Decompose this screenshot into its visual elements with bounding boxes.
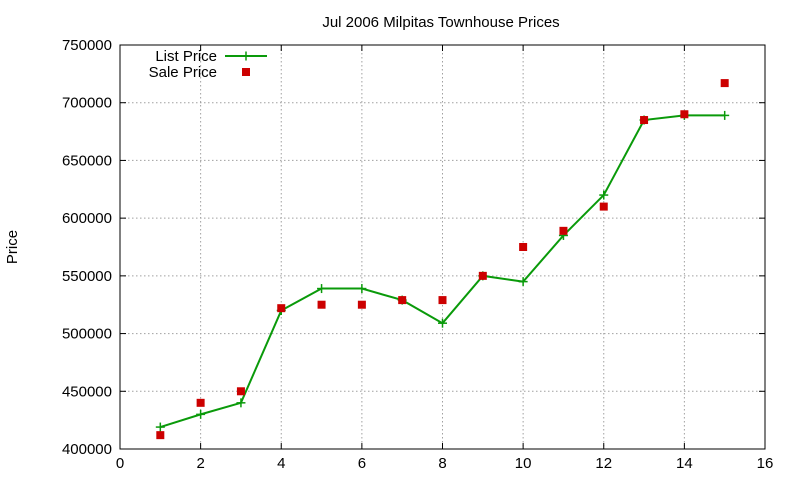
- chart-title: Jul 2006 Milpitas Townhouse Prices: [322, 14, 559, 31]
- sale-price-point: [317, 300, 326, 309]
- x-tick-label: 0: [116, 455, 124, 472]
- list-price-point: [357, 284, 367, 294]
- legend-marker: [242, 68, 250, 76]
- y-tick-label: 450000: [62, 383, 112, 400]
- sale-price-point: [156, 431, 165, 440]
- list-price-point: [317, 284, 327, 294]
- x-tick-label: 12: [595, 455, 612, 472]
- x-tick-label: 8: [438, 455, 446, 472]
- legend-label: List Price: [155, 48, 217, 65]
- sale-price-point: [438, 296, 447, 305]
- grid: [120, 45, 765, 449]
- y-tick-label: 700000: [62, 95, 112, 112]
- plot-frame: [119, 44, 766, 450]
- y-tick-label: 400000: [62, 441, 112, 458]
- axis-ticks: 0 2 4 6 8 10 12 14 16 400000 450000 500000 550000 600…: [62, 37, 773, 472]
- y-tick-label: 500000: [62, 326, 112, 343]
- sale-price-point: [599, 202, 608, 211]
- sale-price-point: [680, 110, 689, 119]
- sale-price-point: [640, 116, 649, 125]
- list-price-point: [438, 318, 447, 328]
- y-axis-label: Price: [4, 230, 21, 264]
- sale-price-point: [196, 398, 205, 407]
- x-tick-label: 16: [757, 455, 774, 472]
- x-tick-label: 6: [358, 455, 366, 472]
- sale-price-point: [478, 271, 487, 280]
- y-tick-label: 550000: [62, 268, 112, 285]
- legend-label: Sale Price: [149, 64, 217, 81]
- sale-price-point: [277, 304, 286, 313]
- y-tick-label: 750000: [62, 37, 112, 54]
- list-price-point: [155, 422, 165, 432]
- sale-price-series: [156, 79, 729, 440]
- x-tick-label: 14: [676, 455, 693, 472]
- list-price-point: [196, 409, 206, 419]
- list-price-series: [155, 110, 730, 432]
- sale-price-point: [720, 79, 729, 88]
- list-price-point: [599, 190, 609, 200]
- list-price-point: [236, 398, 246, 408]
- sale-price-point: [236, 387, 245, 396]
- x-tick-label: 4: [277, 455, 285, 472]
- y-tick-label: 600000: [62, 210, 112, 227]
- sale-price-point: [519, 243, 528, 251]
- x-tick-label: 10: [515, 455, 532, 472]
- legend-marker: [241, 51, 251, 61]
- y-tick-label: 650000: [62, 152, 112, 169]
- sale-price-point: [559, 226, 568, 235]
- x-tick-label: 2: [196, 455, 204, 472]
- series-group: [155, 79, 730, 440]
- list-price-point: [518, 277, 528, 287]
- list-price-point: [720, 110, 730, 120]
- sale-price-point: [357, 300, 366, 309]
- sale-price-point: [398, 296, 407, 305]
